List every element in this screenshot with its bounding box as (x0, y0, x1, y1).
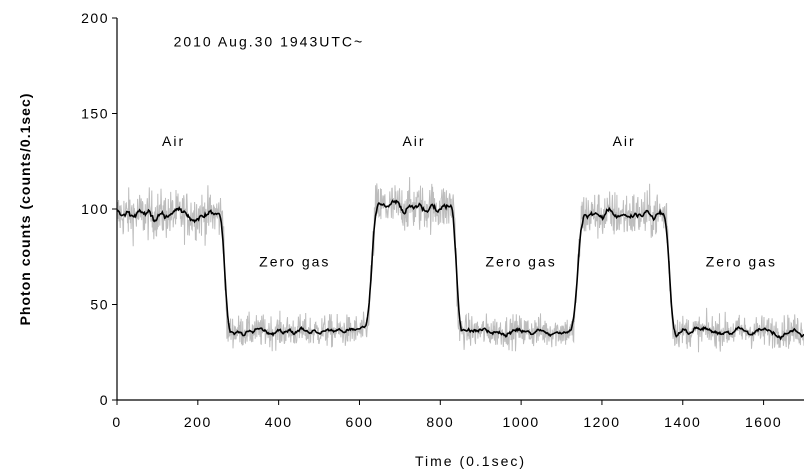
y-tick-label: 100 (81, 201, 109, 217)
x-tick-label: 0 (112, 414, 121, 430)
x-tick-label: 800 (426, 414, 454, 430)
annotations: 2010 Aug.30 1943UTC~ Air Zero gas Air Zero g… (162, 34, 777, 270)
annotation-label: Air (162, 133, 185, 149)
smoothed-series-line (116, 199, 804, 341)
x-tick-label: 1000 (503, 414, 540, 430)
x-tick-label: 400 (265, 414, 293, 430)
y-axis-title: Photon counts (counts/0.1sec) (17, 93, 33, 326)
x-axis-title: Time (0.1sec) (415, 453, 526, 469)
x-tick-label: 200 (184, 414, 212, 430)
annotation-label: Zero gas (485, 253, 556, 269)
annotation-label: 2010 Aug.30 1943UTC~ (174, 34, 365, 50)
x-tick-label: 600 (346, 414, 374, 430)
annotation-label: Zero gas (706, 253, 777, 269)
x-tick-label: 1200 (583, 414, 620, 430)
y-tick-label: 50 (90, 297, 109, 313)
annotation-label: Zero gas (259, 253, 330, 269)
y-tick-label: 0 (100, 392, 109, 408)
x-tick-label: 1400 (664, 414, 701, 430)
y-tick-label: 150 (81, 106, 109, 122)
smoothed-series (116, 199, 804, 341)
annotation-label: Air (402, 133, 425, 149)
x-ticks: 0 200 400 600 800 1000 1200 1400 1600 (112, 400, 782, 430)
y-ticks: 0 50 100 150 200 (81, 10, 117, 408)
x-tick-label: 1600 (745, 414, 782, 430)
y-tick-label: 200 (81, 10, 109, 26)
annotation-label: Air (613, 133, 636, 149)
